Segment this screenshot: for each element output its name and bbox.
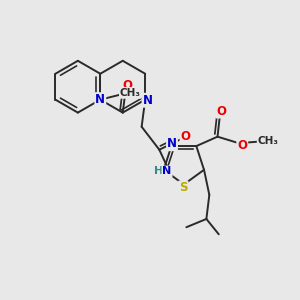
Text: N: N [142,94,152,107]
Text: O: O [216,105,226,118]
Text: O: O [237,139,247,152]
Text: S: S [179,182,188,194]
Text: O: O [181,130,190,143]
Text: N: N [167,137,177,150]
Text: CH₃: CH₃ [120,88,141,98]
Text: H: H [154,167,163,176]
Text: N: N [162,167,172,176]
Text: CH₃: CH₃ [258,136,279,146]
Text: O: O [122,79,132,92]
Text: N: N [95,93,105,106]
